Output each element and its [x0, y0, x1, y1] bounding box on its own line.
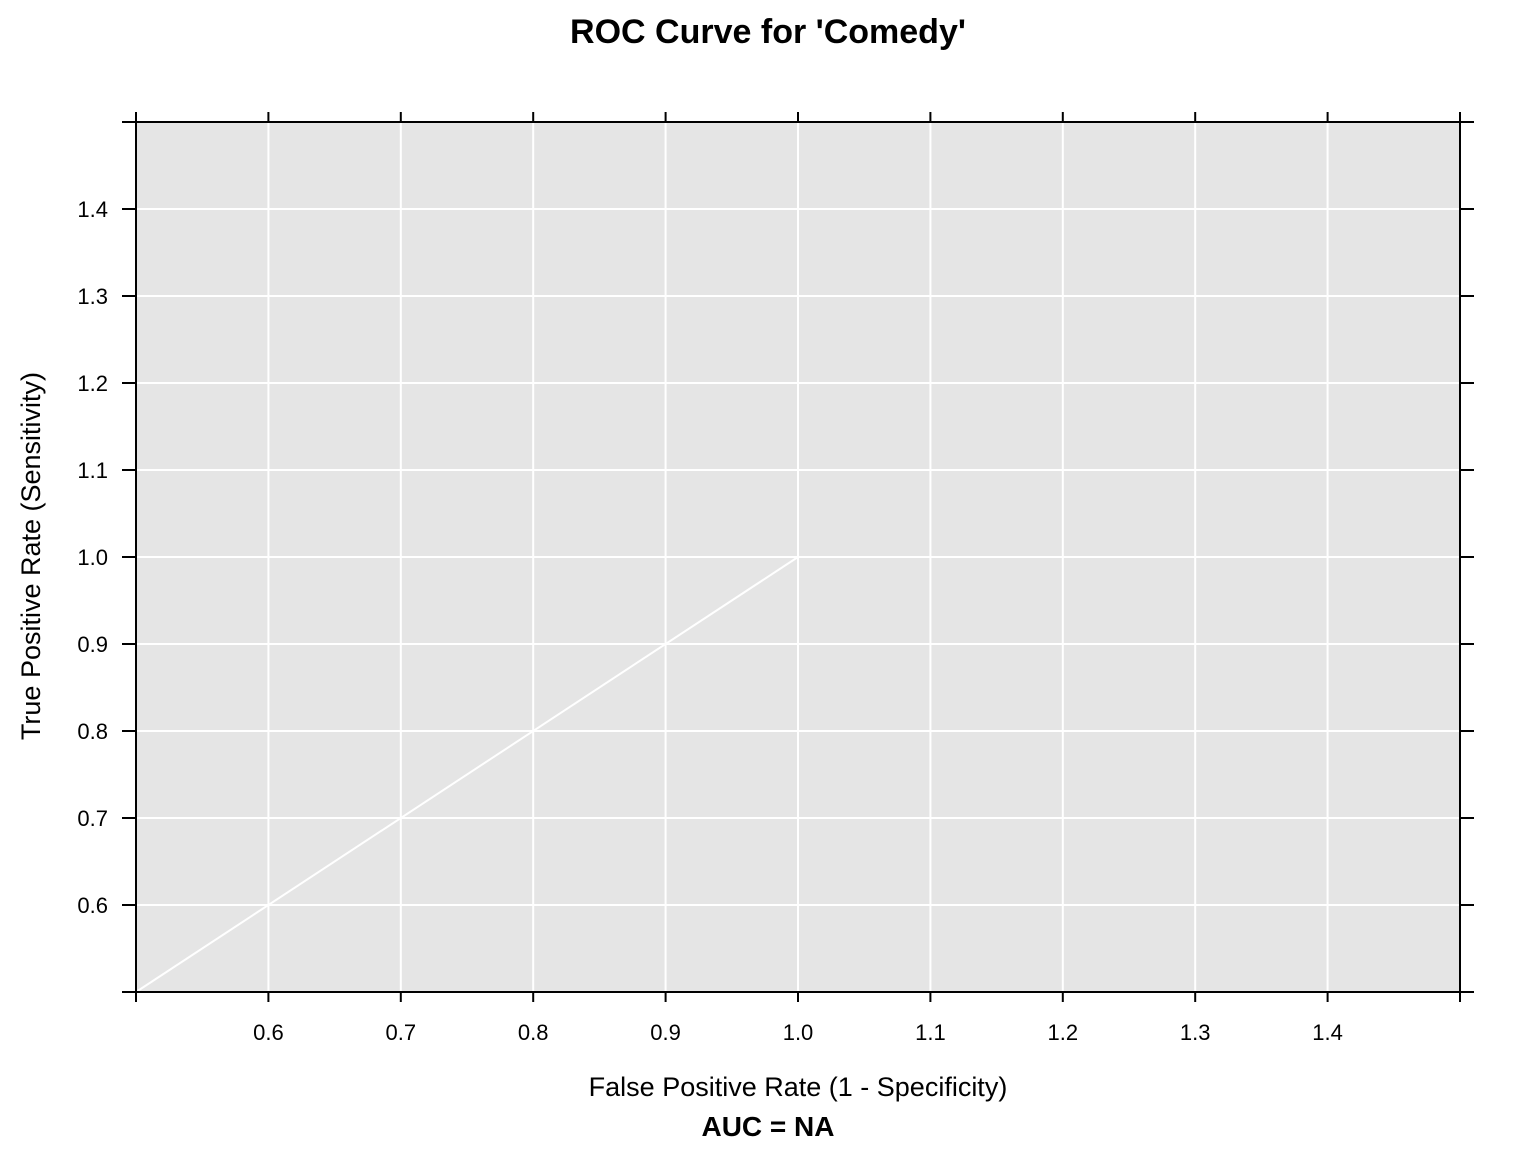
y-tick-label: 1.4 [77, 197, 108, 222]
chart-title: ROC Curve for 'Comedy' [570, 13, 966, 51]
y-tick-label: 0.8 [77, 719, 108, 744]
y-tick-label: 1.0 [77, 545, 108, 570]
y-axis: 0.6 0.7 0.8 0.9 1.0 1.1 1.2 1.3 1.4 [77, 121, 1474, 993]
x-tick-label: 0.6 [253, 1020, 284, 1045]
y-tick-label: 1.2 [77, 371, 108, 396]
x-axis-label: False Positive Rate (1 - Specificity) [589, 1072, 1008, 1102]
y-axis-label: True Positive Rate (Sensitivity) [16, 372, 46, 740]
y-tick-label: 0.6 [77, 893, 108, 918]
x-tick-label: 1.2 [1048, 1020, 1079, 1045]
y-tick-label: 1.1 [77, 458, 108, 483]
x-tick-label: 1.4 [1312, 1020, 1343, 1045]
y-tick-label: 1.3 [77, 284, 108, 309]
x-tick-label: 0.7 [386, 1020, 417, 1045]
x-axis: 0.6 0.7 0.8 0.9 1.0 1.1 1.2 1.3 1.4 [135, 112, 1461, 1045]
x-tick-label: 1.1 [915, 1020, 946, 1045]
x-tick-label: 0.8 [518, 1020, 549, 1045]
y-tick-label: 0.7 [77, 806, 108, 831]
roc-curve-line [135, 556, 799, 993]
y-tick-label: 0.9 [77, 632, 108, 657]
x-tick-label: 0.9 [650, 1020, 681, 1045]
x-tick-label: 1.3 [1180, 1020, 1211, 1045]
auc-label: AUC = NA [701, 1111, 834, 1142]
series-layer [135, 556, 799, 993]
x-tick-label: 1.0 [783, 1020, 814, 1045]
